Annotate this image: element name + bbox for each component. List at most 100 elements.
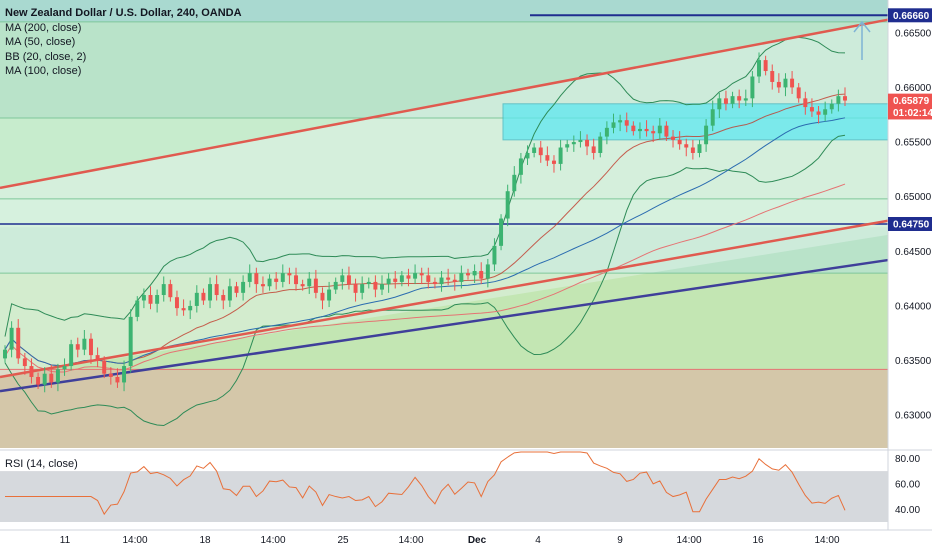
candle-body — [479, 270, 484, 279]
candle-body — [241, 281, 246, 293]
x-tick-label: 16 — [752, 535, 764, 546]
candle-body — [327, 289, 332, 301]
candle-body — [737, 96, 742, 101]
candle-body — [657, 125, 662, 134]
chart-legend: New Zealand Dollar / U.S. Dollar, 240, O… — [5, 6, 242, 79]
candle-body — [512, 174, 517, 192]
ma200-line — [4, 183, 846, 373]
x-tick-label: 18 — [199, 535, 211, 546]
candle-body — [730, 96, 735, 104]
candle-body — [604, 127, 609, 137]
candle-body — [333, 281, 338, 290]
candle-body — [42, 373, 47, 385]
y-tick-label: 0.64500 — [895, 247, 932, 258]
candle-body — [102, 360, 107, 374]
candle-body — [644, 128, 649, 132]
rsi-legend: RSI (14, close) — [5, 458, 78, 470]
symbol-title: New Zealand Dollar / U.S. Dollar, 240, O… — [5, 7, 242, 19]
y-tick-label: 0.63500 — [895, 356, 932, 367]
candle-body — [3, 349, 7, 359]
rsi-tick-label: 40.00 — [895, 505, 920, 516]
candle-body — [551, 160, 556, 164]
candle-body — [697, 144, 702, 153]
candle-body — [485, 264, 490, 279]
candle-body — [135, 300, 140, 317]
candle-body — [823, 109, 828, 115]
x-tick-label: 14:00 — [122, 535, 147, 546]
candle-body — [710, 109, 715, 126]
candle-body — [29, 366, 34, 377]
candle-body — [446, 277, 451, 280]
candle-body — [545, 155, 550, 161]
candle-body — [426, 275, 431, 282]
candle-body — [267, 278, 272, 287]
candle-body — [558, 147, 563, 164]
candle-body — [161, 284, 166, 296]
candle-body — [492, 245, 497, 265]
legend-ma200: MA (200, close) — [5, 21, 82, 34]
candle-body — [518, 158, 523, 175]
x-tick-label: 25 — [337, 535, 349, 546]
candle-body — [89, 338, 93, 356]
candle-body — [95, 355, 100, 361]
candle-body — [763, 60, 768, 72]
candle-body — [247, 273, 252, 282]
y-tick-label: 0.63000 — [895, 411, 932, 422]
candle-body — [294, 275, 299, 285]
ma100-line — [4, 117, 846, 367]
candle-body — [373, 281, 378, 290]
x-tick-label: 14:00 — [676, 535, 701, 546]
candle-body — [770, 71, 775, 82]
candle-body — [234, 286, 239, 293]
candle-body — [128, 316, 133, 367]
candle-body — [49, 373, 54, 383]
candle-body — [36, 376, 41, 385]
candle-body — [346, 275, 351, 285]
rsi-tick-label: 60.00 — [895, 479, 920, 490]
candle-body — [796, 87, 801, 99]
candle-body — [353, 284, 358, 293]
legend-ma100: MA (100, close) — [5, 65, 82, 77]
candle-body — [55, 369, 60, 383]
bb-upper-line — [4, 36, 846, 337]
candle-body — [62, 366, 67, 370]
legend-ma50: MA (50, close) — [5, 36, 76, 48]
candle-body — [406, 275, 411, 279]
projection-arrow — [853, 20, 871, 60]
candle-body — [174, 297, 179, 309]
candle-body — [816, 111, 821, 115]
candle-body — [307, 278, 312, 287]
candle-body — [16, 327, 21, 359]
price-badge-text: 01:02:14 — [893, 108, 932, 119]
candle-body — [340, 275, 345, 282]
candle-body — [499, 218, 504, 246]
price-badge — [888, 217, 932, 231]
y-tick-label: 0.66500 — [895, 28, 932, 39]
candle-body — [776, 81, 781, 88]
candle-body — [803, 98, 808, 108]
candle-body — [651, 131, 656, 134]
candle-body — [82, 338, 87, 350]
rsi-band — [0, 471, 888, 522]
candle-body — [300, 284, 305, 287]
y-tick-label: 0.65500 — [895, 138, 932, 149]
zone-top — [0, 0, 888, 22]
candle-body — [227, 286, 232, 301]
candle-body — [598, 136, 603, 153]
candle-body — [631, 125, 636, 132]
x-tick-label: 14:00 — [398, 535, 423, 546]
candle-body — [664, 125, 669, 137]
candle-body — [148, 295, 153, 304]
candle-body — [538, 147, 543, 156]
candle-body — [254, 273, 259, 285]
candle-body — [75, 344, 80, 350]
mid-trendline — [0, 219, 889, 379]
y-tick-label: 0.66000 — [895, 83, 932, 94]
candle-body — [380, 284, 384, 290]
upper-trendline — [0, 18, 889, 190]
candle-body — [188, 305, 193, 311]
candle-body — [280, 273, 285, 282]
candle-body — [829, 103, 834, 110]
candle-body — [585, 139, 590, 147]
